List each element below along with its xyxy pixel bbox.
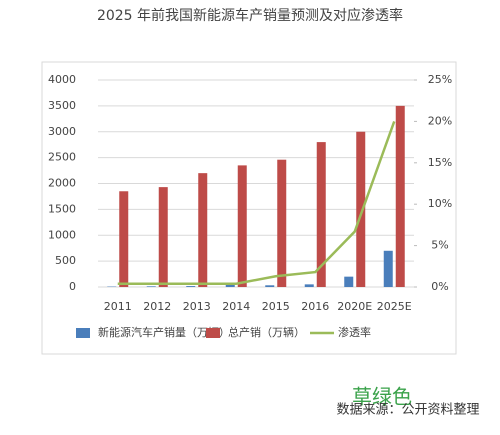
line [117, 120, 396, 285]
y2-tick-label: 5% [431, 239, 448, 252]
x-tick-label: 2025E [377, 300, 412, 313]
y-tick-label: 2500 [48, 151, 76, 164]
y-tick-label: 4000 [48, 73, 76, 86]
legend-swatch [76, 328, 90, 338]
x-tick-label: 2015 [262, 300, 290, 313]
x-tick-label: 2016 [301, 300, 329, 313]
y2-tick-label: 20% [428, 114, 452, 127]
source-note: 数据来源：公开资料整理 [336, 403, 479, 418]
bar [158, 187, 168, 287]
bar [277, 159, 287, 287]
x-tick-label: 2020E [337, 300, 372, 313]
chart-frame [41, 61, 457, 355]
bar [265, 285, 275, 287]
legend-label: 新能源汽车产销量（万辆） [98, 325, 230, 339]
bar [186, 286, 196, 287]
chart-title: 2025 年前我国新能源车产销量预测及对应渗透率 [97, 7, 403, 24]
watermark: 草绿色 [352, 385, 412, 409]
bar [119, 191, 129, 287]
y-tick-label: 500 [55, 254, 76, 267]
bar [304, 284, 314, 287]
y2-tick-label: 25% [428, 73, 452, 86]
y-tick-label: 1000 [48, 228, 76, 241]
y2-tick-label: 15% [428, 156, 452, 169]
bar [344, 276, 354, 287]
y-tick-label: 3000 [48, 125, 76, 138]
bar [198, 173, 208, 287]
y-tick-label: 1500 [48, 202, 76, 215]
y-tick-label: 2000 [48, 177, 76, 190]
y2-tick-label: 0% [431, 280, 448, 293]
bar [237, 165, 247, 287]
y2-tick-label: 10% [428, 197, 452, 210]
legend-label: 总产销（万辆） [228, 325, 305, 339]
x-tick-label: 2014 [222, 300, 250, 313]
legend-swatch [206, 328, 220, 338]
legend-label: 渗透率 [338, 325, 371, 339]
bar [146, 286, 156, 287]
bar [316, 142, 326, 287]
y-tick-label: 3500 [48, 99, 76, 112]
bar [356, 131, 366, 287]
bar [395, 105, 405, 287]
bar [225, 283, 235, 287]
bar [383, 250, 393, 287]
x-tick-label: 2013 [183, 300, 211, 313]
x-tick-label: 2011 [104, 300, 132, 313]
x-tick-label: 2012 [143, 300, 171, 313]
y-tick-label: 0 [69, 280, 76, 293]
